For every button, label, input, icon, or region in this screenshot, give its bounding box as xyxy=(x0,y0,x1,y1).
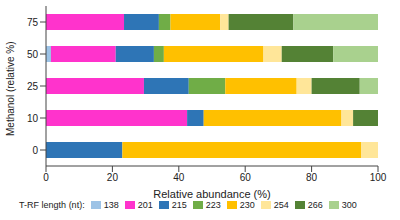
svg-text:20: 20 xyxy=(107,172,119,183)
svg-text:60: 60 xyxy=(240,172,252,183)
svg-text:Relative abundance (%): Relative abundance (%) xyxy=(153,188,270,200)
html-text:266: 266 xyxy=(307,200,323,210)
html-text:230: 230 xyxy=(239,200,255,210)
html-text:300: 300 xyxy=(341,200,357,210)
svg-text:80: 80 xyxy=(306,172,318,183)
svg-text:50: 50 xyxy=(27,49,39,60)
svg-text:75: 75 xyxy=(27,17,39,28)
html-text:254: 254 xyxy=(273,200,289,210)
html-text:201: 201 xyxy=(137,200,153,210)
svg-text:40: 40 xyxy=(173,172,185,183)
html-text:T-RF length (nt):: T-RF length (nt): xyxy=(19,200,85,210)
svg-text:100: 100 xyxy=(370,172,387,183)
html-text:138: 138 xyxy=(103,200,119,210)
svg-text:0: 0 xyxy=(32,145,38,156)
html-text:215: 215 xyxy=(171,200,187,210)
svg-text:10: 10 xyxy=(27,113,39,124)
html-text:223: 223 xyxy=(205,200,221,210)
svg-text:25: 25 xyxy=(27,81,39,92)
svg-text:0: 0 xyxy=(43,172,49,183)
svg-text:Methanol (relative %): Methanol (relative %) xyxy=(8,42,16,136)
